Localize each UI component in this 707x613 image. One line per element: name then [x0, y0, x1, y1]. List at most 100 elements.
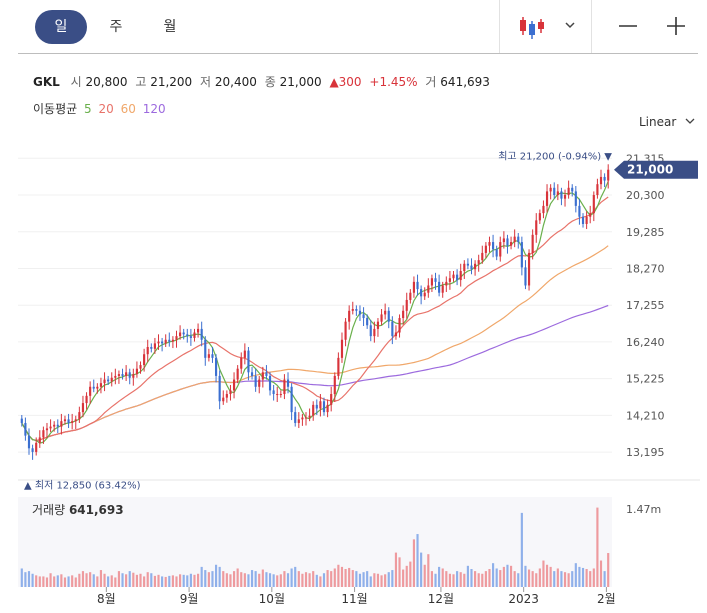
- volume-bar: [394, 552, 398, 587]
- volume-panel-label: 거래량: [32, 503, 69, 517]
- candle: [81, 395, 85, 418]
- candle-body: [117, 374, 121, 376]
- tab-daily[interactable]: 일: [35, 10, 87, 44]
- candle-body: [531, 234, 534, 253]
- scale-selector[interactable]: Linear: [639, 115, 695, 129]
- y-tick-label: 20,300: [626, 189, 665, 202]
- candle: [200, 321, 203, 347]
- volume-bar: [232, 571, 236, 587]
- volume-bar: [344, 569, 347, 587]
- candle-body: [362, 314, 365, 319]
- candle-body: [135, 368, 138, 375]
- close-label: 종: [264, 75, 276, 89]
- candle: [304, 412, 308, 426]
- candle-body: [369, 325, 372, 337]
- candle: [459, 263, 462, 287]
- candle-body: [197, 328, 200, 333]
- candle: [254, 368, 257, 392]
- volume-bar: [229, 574, 232, 587]
- candle-body: [121, 374, 124, 376]
- candle: [168, 332, 171, 347]
- volume-bar: [294, 566, 297, 587]
- volume-bar: [474, 571, 477, 587]
- volume-bar: [434, 573, 437, 587]
- candle-body: [394, 332, 398, 337]
- volume-bar: [448, 573, 451, 587]
- candle: [502, 231, 505, 249]
- price-chart[interactable]: 21,31520,30019,28518,27017,25516,24015,2…: [0, 130, 707, 613]
- scale-label: Linear: [639, 115, 677, 129]
- candle: [553, 182, 556, 199]
- candle-body: [405, 299, 408, 311]
- x-tick-label: 2월: [597, 592, 616, 606]
- candle-body: [164, 339, 167, 344]
- candle-body: [96, 386, 99, 389]
- volume-bar: [326, 570, 329, 587]
- candle-body: [254, 375, 257, 387]
- candle: [402, 305, 405, 325]
- candle: [560, 187, 563, 206]
- toolbar-bottom-border: [18, 53, 698, 54]
- volume-bar: [35, 575, 38, 587]
- candle: [394, 325, 398, 340]
- candle-body: [290, 386, 293, 413]
- candle-body: [85, 395, 88, 404]
- candle: [599, 169, 603, 190]
- candle-body: [114, 375, 117, 378]
- candle: [222, 390, 225, 405]
- candle-body: [319, 401, 322, 409]
- volume-bar: [409, 561, 412, 587]
- volume-bar: [438, 566, 441, 587]
- chart-type-selector[interactable]: [510, 10, 585, 44]
- chevron-down-icon: [685, 118, 695, 124]
- volume-bar: [315, 574, 318, 587]
- candle-body: [250, 372, 254, 376]
- candle-body: [549, 187, 552, 192]
- candle: [538, 209, 541, 224]
- candle-body: [81, 403, 85, 413]
- volume-bar: [567, 573, 570, 587]
- candle-body: [225, 394, 228, 398]
- candle: [49, 419, 52, 433]
- volume-bar: [578, 566, 581, 587]
- zoom-in-icon[interactable]: [665, 15, 687, 37]
- candle: [427, 278, 430, 298]
- candle: [319, 394, 322, 417]
- volume-bar: [218, 566, 221, 587]
- volume-bar: [542, 560, 545, 587]
- volume-bar: [596, 507, 599, 587]
- candle: [27, 428, 31, 455]
- volume-bar: [319, 576, 322, 587]
- candle: [448, 271, 451, 290]
- zoom-out-icon[interactable]: [617, 15, 639, 37]
- volume-bar: [459, 572, 462, 587]
- volume-bar: [200, 566, 203, 587]
- candle-body: [337, 357, 340, 376]
- volume-bar: [484, 571, 487, 587]
- candle: [520, 236, 523, 276]
- candle: [308, 408, 311, 422]
- candle: [247, 346, 250, 381]
- tab-weekly[interactable]: 주: [109, 19, 123, 35]
- candle-body: [384, 310, 387, 315]
- candle: [31, 444, 34, 460]
- candle-body: [438, 281, 441, 293]
- volume-bar: [387, 572, 390, 587]
- candle: [286, 372, 290, 394]
- candle: [35, 437, 38, 456]
- candle-body: [265, 372, 268, 376]
- candle: [121, 368, 124, 380]
- volume-bar: [340, 566, 344, 587]
- candle-body: [376, 321, 380, 329]
- candle-body: [495, 249, 498, 257]
- candle-body: [434, 278, 437, 282]
- candle-body: [218, 375, 221, 402]
- candle: [387, 307, 390, 329]
- candle: [67, 413, 70, 429]
- volume-bar: [556, 568, 559, 587]
- candle-body: [143, 354, 146, 366]
- tab-monthly[interactable]: 월: [163, 19, 177, 35]
- x-tick-label: 2023: [508, 592, 539, 606]
- candle: [225, 390, 228, 403]
- candle-body: [261, 372, 264, 380]
